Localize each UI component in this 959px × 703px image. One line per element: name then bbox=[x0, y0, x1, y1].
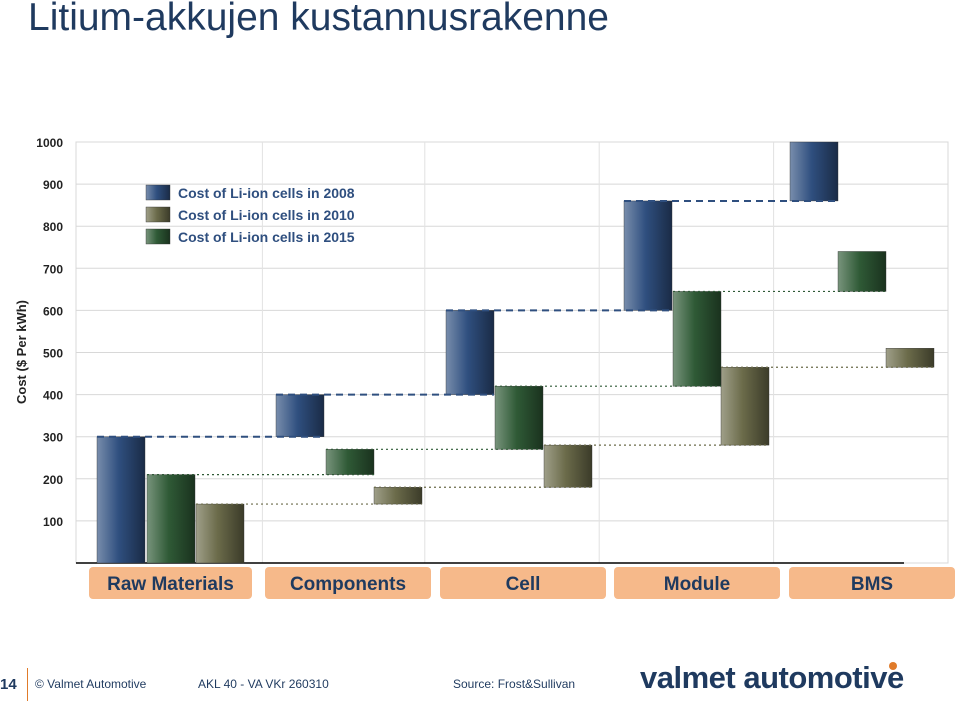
bar-1-1 bbox=[373, 487, 423, 505]
reference-text: AKL 40 - VA VKr 260310 bbox=[198, 677, 329, 691]
source-text: Source: Frost&Sullivan bbox=[453, 677, 576, 691]
valmet-automotive-logo: valmet automotive bbox=[640, 660, 904, 695]
waterfall-chart: 100 200 300 400 500 600 700 800 900 1000 Cost ($ P… bbox=[14, 136, 955, 599]
y-tick-label: 700 bbox=[43, 262, 63, 276]
y-tick-label: 900 bbox=[43, 178, 63, 192]
bar-0-4 bbox=[789, 141, 839, 202]
legend-swatch bbox=[145, 228, 171, 245]
bar-1-3 bbox=[720, 367, 770, 446]
legend-label: Cost of Li-ion cells in 2010 bbox=[178, 207, 355, 223]
category-box bbox=[440, 567, 606, 599]
page-title: Litium-akkujen kustannusrakenne bbox=[28, 0, 610, 39]
bar-0-1 bbox=[275, 394, 325, 437]
y-tick-label: 500 bbox=[43, 347, 63, 361]
logo-dot bbox=[889, 662, 897, 670]
page-number: 14 bbox=[0, 676, 17, 693]
bar-0-3 bbox=[623, 200, 673, 311]
copyright-text: © Valmet Automotive bbox=[35, 677, 147, 691]
category-box bbox=[614, 567, 780, 599]
bar-2-2 bbox=[494, 385, 544, 450]
y-tick-label: 800 bbox=[43, 220, 63, 234]
category-box bbox=[265, 567, 431, 599]
legend-label: Cost of Li-ion cells in 2008 bbox=[178, 185, 355, 201]
category-label: Module bbox=[664, 574, 731, 595]
bar-2-1 bbox=[325, 449, 375, 475]
bar-2-3 bbox=[672, 291, 722, 387]
bar-2-4 bbox=[837, 251, 887, 292]
bar-1-2 bbox=[543, 444, 593, 488]
bar-2-0 bbox=[146, 474, 196, 564]
bar-1-4 bbox=[885, 348, 935, 368]
y-axis-label: Cost ($ Per kWh) bbox=[14, 300, 29, 404]
y-tick-label: 1000 bbox=[36, 136, 63, 150]
legend-swatch bbox=[145, 184, 171, 201]
bar-0-2 bbox=[445, 310, 495, 395]
y-tick-label: 200 bbox=[43, 473, 63, 487]
category-label: BMS bbox=[851, 574, 893, 595]
category-label: Components bbox=[290, 574, 406, 595]
category-label: Raw Materials bbox=[107, 574, 234, 595]
bar-1-0 bbox=[195, 503, 245, 564]
category-label: Cell bbox=[506, 574, 541, 595]
bar-0-0 bbox=[96, 436, 146, 564]
legend-swatch bbox=[145, 206, 171, 223]
y-tick-label: 300 bbox=[43, 431, 63, 445]
category-box bbox=[789, 567, 955, 599]
y-tick-label: 400 bbox=[43, 389, 63, 403]
legend-label: Cost of Li-ion cells in 2015 bbox=[178, 229, 355, 245]
y-tick-label: 100 bbox=[43, 515, 63, 529]
footer-divider bbox=[27, 668, 28, 701]
y-tick-label: 600 bbox=[43, 304, 63, 318]
category-box bbox=[89, 567, 252, 599]
